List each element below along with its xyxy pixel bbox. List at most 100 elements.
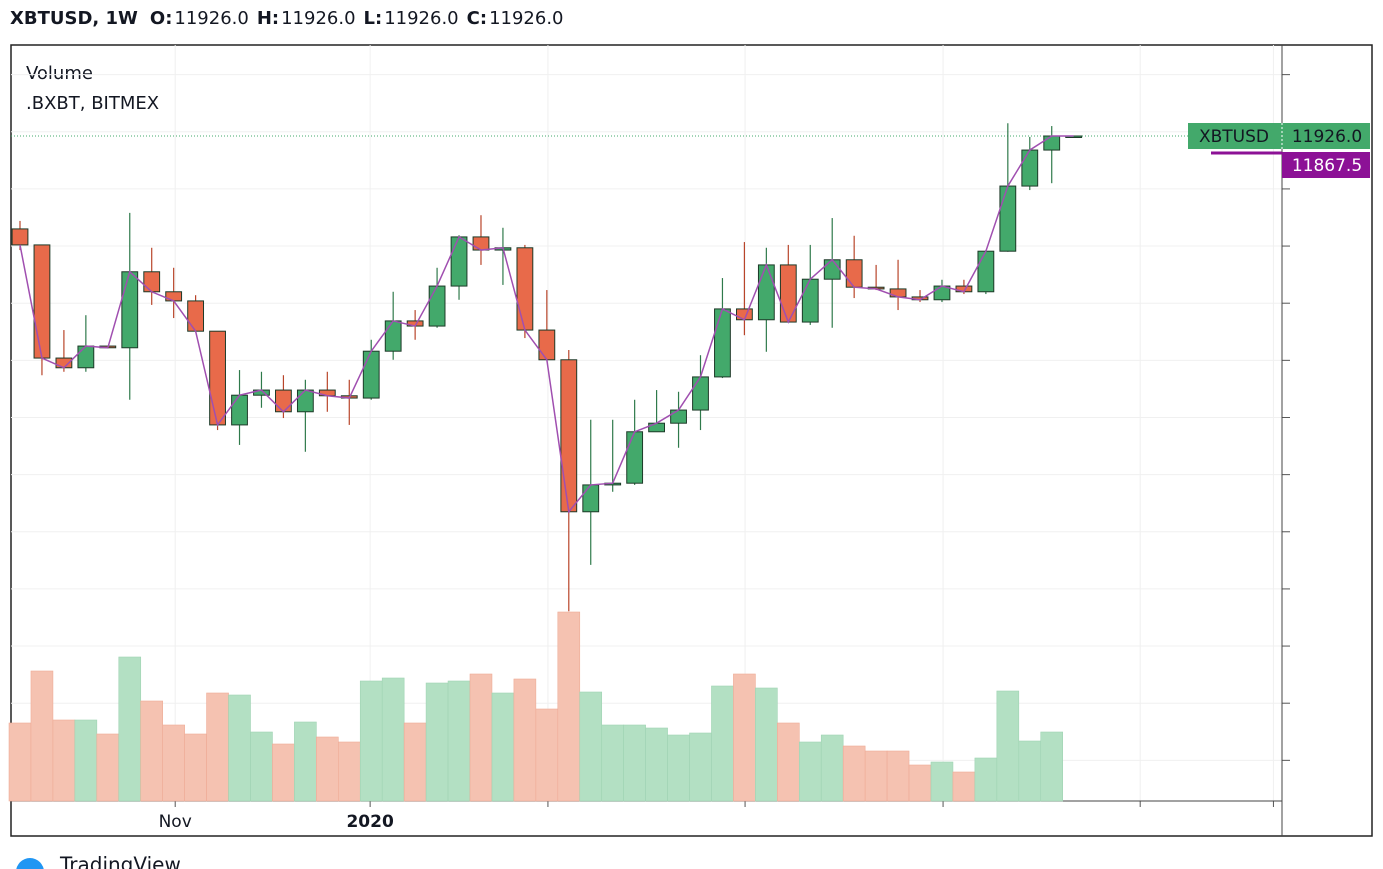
candle-body bbox=[231, 394, 248, 426]
volume-bar bbox=[96, 733, 120, 802]
overlay-title: Volume bbox=[26, 63, 93, 84]
symbol: XBTUSD, 1W bbox=[10, 8, 138, 29]
ohlc-value: 11926.0 bbox=[384, 8, 458, 29]
volume-bar bbox=[162, 724, 185, 802]
candle-body bbox=[121, 271, 139, 349]
volume-bar bbox=[206, 692, 229, 802]
candle-body bbox=[999, 185, 1017, 252]
x-tick-label: 2020 bbox=[346, 812, 393, 832]
volume-bar bbox=[337, 741, 361, 802]
volume-bar bbox=[403, 722, 427, 802]
candle-body bbox=[757, 264, 775, 321]
volume-bar bbox=[140, 700, 163, 802]
candle-body bbox=[1021, 149, 1039, 187]
price-badge bbox=[1282, 152, 1370, 178]
volume-bar bbox=[952, 771, 976, 802]
candle-body bbox=[845, 259, 863, 288]
volume-bar bbox=[491, 692, 515, 802]
ohlc-name: L: bbox=[364, 8, 383, 29]
candle-body bbox=[11, 228, 29, 246]
badge-value: 11867.5 bbox=[1292, 156, 1362, 176]
volume-bar bbox=[228, 694, 251, 802]
candle-body bbox=[77, 345, 95, 369]
candle-body bbox=[889, 288, 907, 298]
volume-bar bbox=[798, 741, 822, 802]
volume-bar bbox=[1040, 731, 1064, 802]
volume-bar bbox=[667, 734, 690, 802]
volume-bar bbox=[447, 680, 471, 802]
candle-body bbox=[560, 359, 578, 513]
candle-body bbox=[714, 308, 731, 378]
logo-icon bbox=[16, 858, 44, 869]
volume-bar bbox=[316, 736, 339, 802]
candle-body bbox=[165, 291, 183, 302]
volume-bar bbox=[974, 757, 998, 802]
candle-body bbox=[801, 278, 819, 323]
volume-bar bbox=[74, 719, 98, 802]
price-badge bbox=[1188, 123, 1370, 149]
volume-bar bbox=[425, 682, 449, 802]
candle-body bbox=[692, 376, 709, 411]
ohlc-name: C: bbox=[467, 8, 487, 29]
badge-value: 11926.0 bbox=[1292, 127, 1362, 147]
candle-body bbox=[209, 330, 226, 426]
volume-bar bbox=[8, 722, 32, 802]
volume-bar bbox=[996, 690, 1020, 802]
volume-bar bbox=[184, 733, 207, 802]
volume-bar bbox=[689, 732, 712, 802]
volume-bar bbox=[250, 731, 273, 802]
candle-body bbox=[187, 300, 205, 332]
candle-body bbox=[538, 329, 556, 361]
ohlc-value: 11926.0 bbox=[489, 8, 563, 29]
candle-body bbox=[33, 244, 51, 359]
candle-body bbox=[516, 247, 534, 331]
candle-body bbox=[823, 259, 841, 280]
volume-bar bbox=[601, 724, 624, 802]
candle-body bbox=[977, 250, 995, 293]
volume-bar bbox=[733, 673, 756, 802]
volume-bar bbox=[359, 680, 383, 802]
candle-body bbox=[670, 409, 687, 424]
volume-bar bbox=[711, 685, 734, 802]
volume-bar bbox=[930, 761, 954, 802]
ohlc-value: 11926.0 bbox=[281, 8, 355, 29]
candle-body bbox=[296, 389, 314, 413]
volume-bar bbox=[864, 750, 888, 802]
candle-body bbox=[362, 350, 380, 399]
candle-body bbox=[275, 389, 292, 413]
volume-bar bbox=[118, 656, 142, 802]
overlay-source: .BXBT, BITMEX bbox=[26, 93, 159, 114]
candle-body bbox=[472, 236, 490, 251]
volume-bar bbox=[755, 687, 778, 802]
volume-bar bbox=[908, 764, 932, 802]
volume-bar bbox=[645, 727, 668, 802]
ohlc-value: 11926.0 bbox=[174, 8, 248, 29]
volume-bar bbox=[535, 708, 559, 802]
candle-body bbox=[450, 236, 468, 287]
volume-bar bbox=[272, 743, 295, 802]
x-tick-label: Nov bbox=[159, 812, 192, 832]
volume-bar bbox=[294, 721, 317, 802]
volume-bar bbox=[513, 678, 537, 802]
tradingview-logo: TradingView bbox=[16, 853, 181, 869]
brand: TradingView bbox=[59, 853, 181, 869]
volume-bar bbox=[886, 750, 910, 802]
volume-bar bbox=[842, 745, 866, 802]
volume-bar bbox=[623, 724, 646, 802]
badge-name: XBTUSD bbox=[1199, 127, 1269, 147]
candle-body bbox=[428, 285, 446, 327]
volume-bar bbox=[30, 670, 54, 802]
volume-bar bbox=[557, 611, 581, 802]
header: XBTUSD, 1W O: 11926.0 H: 11926.0 L: 11926.0 C: 1… bbox=[10, 8, 564, 29]
ohlc-name: H: bbox=[257, 8, 279, 29]
volume-bar bbox=[469, 673, 493, 802]
volume-bar bbox=[1018, 740, 1042, 802]
volume-bar bbox=[381, 677, 405, 802]
volume-bar bbox=[52, 719, 76, 802]
candle-body bbox=[143, 271, 161, 293]
ohlc-name: O: bbox=[150, 8, 173, 29]
candle-body bbox=[779, 264, 797, 323]
candle-body bbox=[1043, 135, 1061, 151]
